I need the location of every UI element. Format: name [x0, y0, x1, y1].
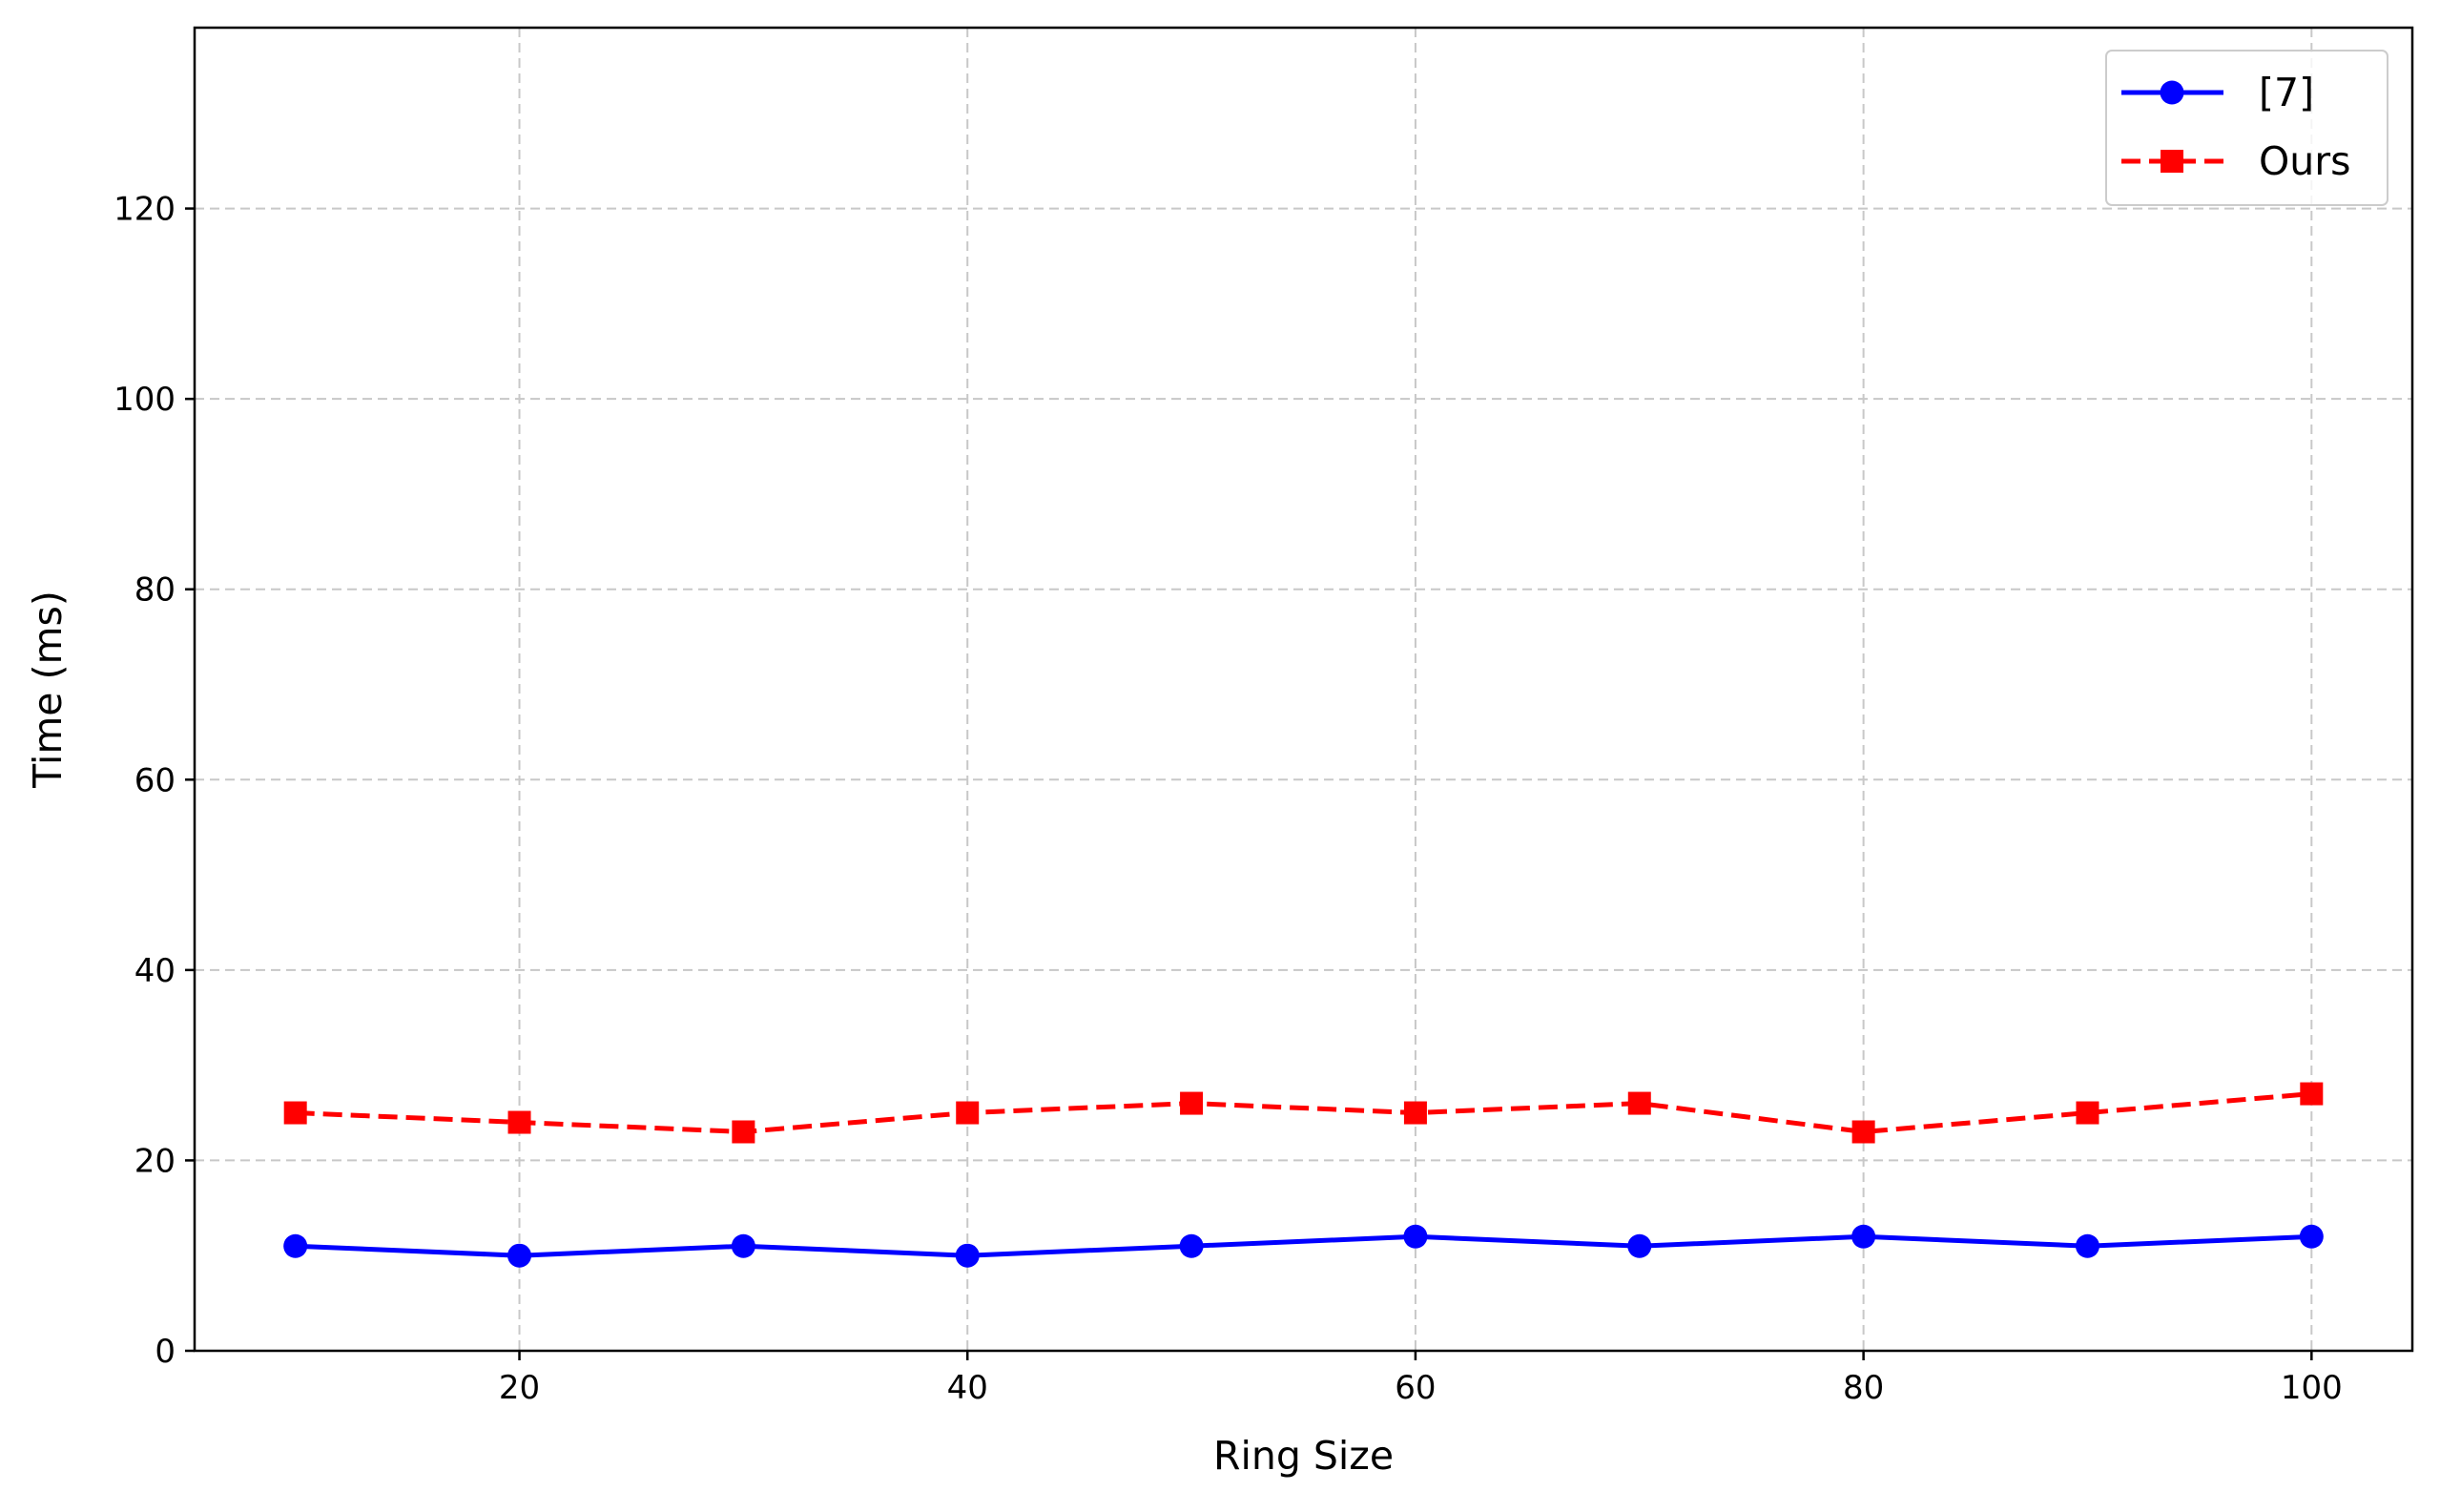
data-point: [2075, 1233, 2099, 1258]
data-point: [2300, 1082, 2324, 1106]
data-point: [731, 1233, 755, 1258]
y-tick-label: 60: [134, 761, 176, 799]
data-point: [1403, 1101, 1427, 1125]
y-tick-label: 20: [134, 1142, 176, 1180]
data-point: [1851, 1120, 1875, 1144]
x-tick-label: 80: [1843, 1369, 1884, 1407]
legend-item-1[interactable]: [7]: [2121, 70, 2314, 115]
plot-frame: [193, 26, 2414, 1353]
data-point: [2299, 1224, 2324, 1249]
data-point: [2076, 1101, 2099, 1125]
legend-entries: [7] Ours: [2121, 70, 2350, 184]
data-point: [1627, 1091, 1651, 1115]
legend[interactable]: [7] Ours: [2105, 50, 2388, 206]
data-point: [283, 1233, 308, 1258]
x-axis-label: Ring Size: [1213, 1433, 1394, 1479]
legend-item-2[interactable]: Ours: [2121, 138, 2350, 184]
axis-ticks: 20 40 60 80 100 0 20 40 60 80 100 120: [114, 191, 2343, 1407]
y-tick-label: 40: [134, 952, 176, 990]
data-point: [1179, 1233, 1204, 1258]
data-point: [955, 1243, 980, 1268]
data-point: [732, 1120, 755, 1144]
series-layer: [283, 1082, 2324, 1268]
data-point: [283, 1101, 307, 1125]
y-tick-label: 100: [114, 381, 176, 419]
data-point: [1627, 1233, 1652, 1258]
data-point: [507, 1110, 531, 1134]
data-point: [507, 1243, 532, 1268]
x-tick-label: 20: [499, 1369, 540, 1407]
series-2: [283, 1082, 2324, 1144]
legend-label: [7]: [2259, 70, 2314, 115]
legend-marker: [2160, 80, 2184, 105]
x-tick-label: 60: [1395, 1369, 1436, 1407]
data-point: [1403, 1224, 1428, 1249]
y-tick-label: 0: [155, 1333, 176, 1371]
y-tick-label: 120: [114, 191, 176, 229]
x-tick-label: 100: [2281, 1369, 2343, 1407]
series-line: [295, 1233, 2312, 1258]
data-point: [1180, 1091, 1204, 1115]
data-point: [1851, 1224, 1876, 1249]
series-line: [295, 1091, 2312, 1134]
series-1: [283, 1224, 2324, 1268]
legend-marker: [2161, 150, 2183, 173]
y-tick-label: 80: [134, 571, 176, 610]
y-axis-label: Time (ms): [25, 590, 71, 789]
x-tick-label: 40: [947, 1369, 988, 1407]
legend-label: Ours: [2259, 138, 2350, 184]
data-point: [956, 1101, 980, 1125]
